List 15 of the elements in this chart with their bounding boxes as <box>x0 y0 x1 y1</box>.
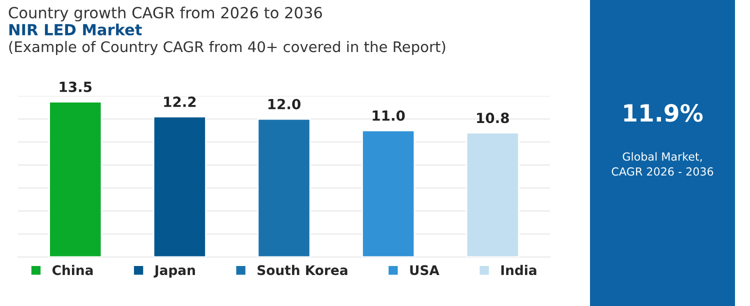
text: Global Market, CAGR 2026 - 2036 <box>612 152 714 176</box>
legend-label: Japan <box>154 265 195 278</box>
chart-subtitle: NIR LED Market <box>9 24 142 36</box>
data-label: 11.0 <box>372 110 405 121</box>
legend-label: China <box>52 264 93 276</box>
legend-label: USA <box>410 265 440 276</box>
data-label: 12.0 <box>268 98 300 110</box>
chart-title: Country growth CAGR from 2026 to 2036 <box>8 6 322 22</box>
legend-label: India <box>501 264 536 276</box>
data-label: 12.2 <box>164 96 196 107</box>
text: (Example of Country CAGR from 40+ covered in the Report) <box>9 40 446 56</box>
legend-label: South Korea <box>258 264 348 276</box>
data-label: 10.8 <box>477 112 509 124</box>
data-label: 13.5 <box>60 82 92 92</box>
text: 11.9% <box>624 104 703 122</box>
